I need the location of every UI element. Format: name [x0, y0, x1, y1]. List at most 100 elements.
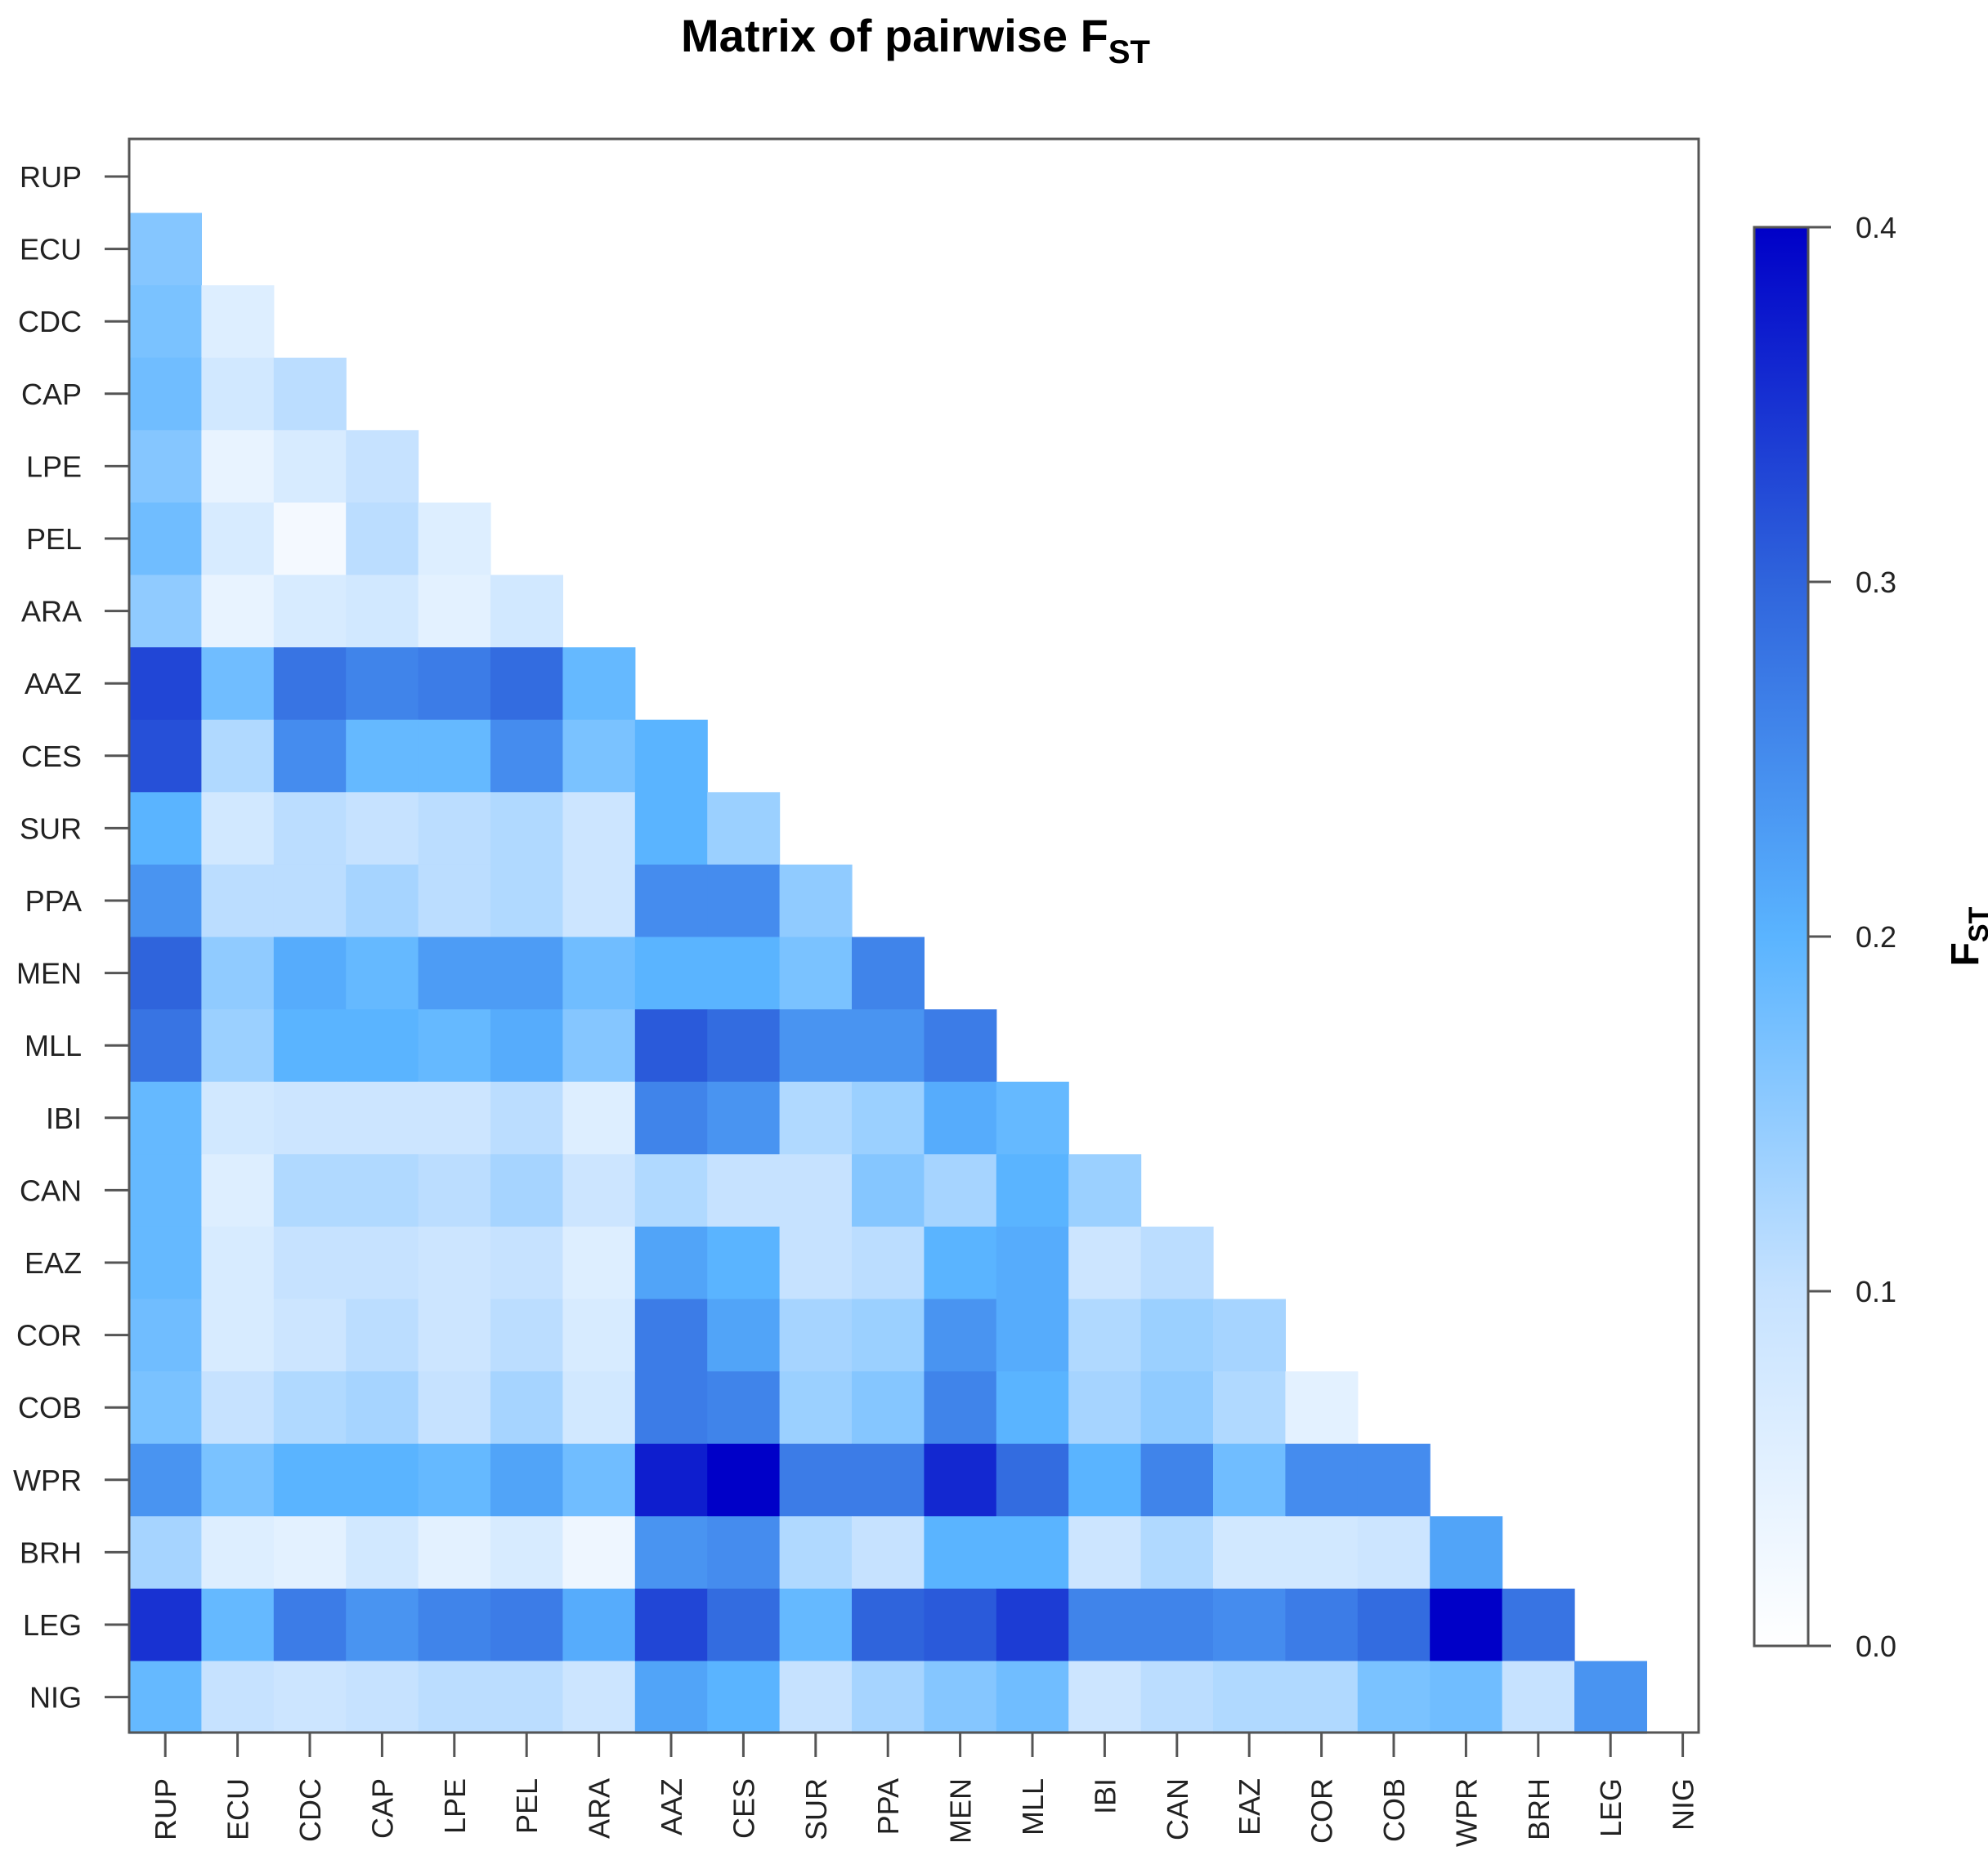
x-tick-label: BRH [1522, 1778, 1556, 1840]
heatmap-cell-can-men [924, 1154, 997, 1227]
heatmap-cell-cob-eaz [1213, 1371, 1286, 1445]
heatmap-cell-nig-ppa [852, 1661, 925, 1734]
heatmap-cell-brh-ces [707, 1516, 781, 1590]
heatmap-cell-cob-ppa [852, 1371, 925, 1445]
heatmap-cell-brh-wpr [1430, 1516, 1503, 1590]
heatmap-cell-leg-cdc [273, 1588, 347, 1662]
heatmap-cell-nig-brh [1502, 1661, 1575, 1734]
heatmap-cell-leg-rup [129, 1588, 202, 1662]
y-tick-label: ECU [20, 233, 82, 266]
heatmap-cell-ppa-cap [346, 864, 419, 938]
x-tick-label: SUR [799, 1778, 833, 1840]
heatmap-cell-leg-aaz [634, 1588, 708, 1662]
heatmap-cell-eaz-can [1140, 1226, 1214, 1300]
colorbar-tick-label: 0.0 [1856, 1630, 1896, 1663]
heatmap-cell-cor-rup [129, 1299, 202, 1372]
heatmap-cell-ecu-rup [129, 212, 202, 286]
legend-title-subscript: ST [1963, 906, 1988, 942]
heatmap-cell-brh-men [924, 1516, 997, 1590]
heatmap-cell-ibi-ecu [201, 1081, 275, 1155]
y-tick-label: MEN [16, 957, 82, 990]
heatmap-cell-cdc-ecu [201, 285, 275, 359]
heatmap-cell-can-cdc [273, 1154, 347, 1227]
heatmap-cell-brh-cdc [273, 1516, 347, 1590]
colorbar [1753, 226, 1810, 1648]
heatmap-cell-nig-eaz [1213, 1661, 1286, 1734]
heatmap-cell-wpr-ces [707, 1443, 781, 1517]
colorbar-tick-label: 0.3 [1856, 566, 1896, 599]
heatmap-cell-wpr-rup [129, 1443, 202, 1517]
heatmap-cell-wpr-sur [779, 1443, 853, 1517]
heatmap-cell-brh-ecu [201, 1516, 275, 1590]
heatmap-cell-cor-cap [346, 1299, 419, 1372]
heatmap-cell-cob-men [924, 1371, 997, 1445]
heatmap-cell-men-cap [346, 937, 419, 1010]
heatmap-cell-ppa-rup [129, 864, 202, 938]
legend-title: FST [1944, 906, 1988, 966]
plot-frame [128, 137, 1700, 1734]
heatmap-cell-nig-can [1140, 1661, 1214, 1734]
heatmap-cell-brh-eaz [1213, 1516, 1286, 1590]
y-tick-label: COR [16, 1319, 82, 1353]
heatmap-cell-cap-cdc [273, 357, 347, 431]
heatmap-cell-nig-ara [562, 1661, 636, 1734]
heatmap-cell-wpr-cob [1357, 1443, 1431, 1517]
heatmap-cell-can-lpe [418, 1154, 491, 1227]
heatmap-cell-brh-mll [996, 1516, 1069, 1590]
heatmap-cell-ibi-ara [562, 1081, 636, 1155]
x-tick-label: CDC [293, 1778, 327, 1842]
x-tick-label: IBI [1088, 1778, 1122, 1814]
heatmap-cell-wpr-can [1140, 1443, 1214, 1517]
heatmap-cell-sur-lpe [418, 792, 491, 865]
heatmap-cell-ibi-cap [346, 1081, 419, 1155]
heatmap-cell-eaz-ces [707, 1226, 781, 1300]
heatmap-cell-aaz-ecu [201, 647, 275, 721]
heatmap-cell-aaz-lpe [418, 647, 491, 721]
heatmap-cell-ibi-ppa [852, 1081, 925, 1155]
heatmap-cell-sur-cap [346, 792, 419, 865]
x-tick-label: CAP [365, 1778, 399, 1839]
y-tick-label: CAN [20, 1174, 82, 1207]
heatmap-cell-leg-pel [490, 1588, 563, 1662]
y-tick-label: RUP [20, 160, 82, 194]
heatmap-cell-eaz-pel [490, 1226, 563, 1300]
x-tick-label: COB [1377, 1778, 1411, 1842]
heatmap-cell-leg-sur [779, 1588, 853, 1662]
heatmap-cell-cob-rup [129, 1371, 202, 1445]
heatmap-cell-ces-ara [562, 719, 636, 793]
x-tick-label: CES [727, 1778, 760, 1839]
heatmap-cell-leg-cor [1285, 1588, 1359, 1662]
colorbar-tick-label: 0.4 [1856, 211, 1896, 244]
heatmap-cell-wpr-ara [562, 1443, 636, 1517]
y-tick-label: AAZ [25, 667, 82, 700]
heatmap-cell-cob-ecu [201, 1371, 275, 1445]
heatmap-cell-brh-ppa [852, 1516, 925, 1590]
heatmap-cell-brh-cap [346, 1516, 419, 1590]
heatmap-cell-cor-can [1140, 1299, 1214, 1372]
heatmap-cell-ces-cdc [273, 719, 347, 793]
x-tick-label: WPR [1449, 1778, 1483, 1847]
heatmap-cell-cor-ara [562, 1299, 636, 1372]
heatmap-cell-aaz-pel [490, 647, 563, 721]
heatmap-cell-ibi-sur [779, 1081, 853, 1155]
heatmap-cell-ara-cap [346, 575, 419, 648]
heatmap-cell-pel-cap [346, 502, 419, 576]
heatmap-cell-pel-ecu [201, 502, 275, 576]
heatmap-cell-wpr-ecu [201, 1443, 275, 1517]
heatmap-cell-brh-pel [490, 1516, 563, 1590]
chart-title-subscript: ST [1108, 34, 1150, 70]
heatmap-cell-sur-rup [129, 792, 202, 865]
heatmap-cell-can-ecu [201, 1154, 275, 1227]
heatmap-cell-brh-cor [1285, 1516, 1359, 1590]
heatmap-cell-wpr-pel [490, 1443, 563, 1517]
y-tick-label: PPA [25, 884, 82, 918]
heatmap-cell-ibi-men [924, 1081, 997, 1155]
heatmap-cell-mll-rup [129, 1009, 202, 1083]
heatmap-cell-can-ibi [1068, 1154, 1142, 1227]
heatmap-cell-mll-aaz [634, 1009, 708, 1083]
heatmap-cell-wpr-cap [346, 1443, 419, 1517]
heatmap-cell-nig-ecu [201, 1661, 275, 1734]
y-tick-label: CDC [18, 305, 82, 338]
x-tick-label: ECU [222, 1778, 255, 1840]
